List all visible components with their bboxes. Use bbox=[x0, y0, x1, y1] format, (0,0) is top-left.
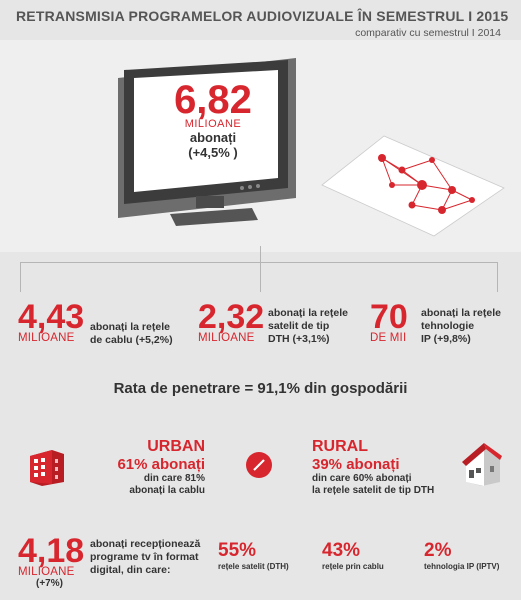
stat-number: 4,43 bbox=[18, 298, 85, 336]
stat-unit: MILIOANE bbox=[18, 332, 75, 344]
network-map-icon bbox=[321, 135, 505, 237]
digital-desc-line: programe tv în format bbox=[90, 551, 199, 563]
stat-desc-line: de cablu (+5,2%) bbox=[90, 334, 173, 346]
apartment-building-icon bbox=[30, 450, 64, 486]
stat-desc-line: abonați la rețele bbox=[268, 307, 348, 319]
digital-desc: abonați recepționează programe tv în for… bbox=[90, 538, 200, 577]
rural-block: RURAL 39% abonați din care 60% abonați l… bbox=[312, 438, 434, 497]
tv-icon bbox=[118, 58, 296, 226]
stat-desc-line: satelit de tip bbox=[268, 320, 330, 332]
stat-cable: 4,43 MILIOANE bbox=[18, 298, 85, 344]
stat-number: 70 bbox=[370, 298, 408, 336]
tv-line1: abonați bbox=[189, 130, 237, 145]
digital-item-percent: 55% bbox=[218, 540, 257, 561]
digital-item-percent: 43% bbox=[322, 540, 361, 561]
digital-number-block: 4,18 MILIOANE (+7%) bbox=[18, 532, 85, 589]
stat-dth: 2,32 MILIOANE bbox=[198, 298, 265, 344]
stat-unit: MILIOANE bbox=[198, 332, 255, 344]
digital-item-percent: 2% bbox=[424, 540, 452, 561]
digital-item-label: rețele prin cablu bbox=[322, 562, 384, 571]
rural-desc-line: din care 60% abonați bbox=[312, 473, 412, 484]
stat-ip: 70 DE MII bbox=[370, 298, 408, 344]
stat-desc: abonați la rețele de cablu (+5,2%) bbox=[90, 321, 173, 347]
stat-desc-line: IP (+9,8%) bbox=[421, 333, 471, 345]
stat-desc: abonați la rețele satelit de tip DTH (+3… bbox=[268, 307, 348, 346]
bracket-left bbox=[20, 262, 21, 292]
digital-change: (+7%) bbox=[36, 578, 63, 589]
house-icon bbox=[462, 443, 502, 486]
urban-desc-line: din care 81% bbox=[143, 473, 205, 484]
digital-number: 4,18 bbox=[18, 532, 85, 570]
digital-item-cable: 43% rețele prin cablu bbox=[322, 540, 384, 571]
stat-unit: DE MII bbox=[370, 332, 407, 344]
bracket-right bbox=[497, 262, 498, 292]
rural-percent: 39% abonați bbox=[312, 456, 400, 473]
urban-percent: 61% abonați bbox=[117, 456, 205, 473]
digital-item-label: tehnologia IP (IPTV) bbox=[424, 562, 500, 571]
tv-unit: MILIOANE bbox=[184, 118, 242, 130]
tv-number: 6,82 bbox=[174, 78, 252, 122]
rural-title: RURAL bbox=[312, 438, 368, 455]
urban-block: URBAN 61% abonați din care 81% abonați l… bbox=[90, 438, 205, 497]
tv-line2: (+4,5% ) bbox=[188, 145, 238, 160]
stat-desc-line: tehnologie bbox=[421, 320, 475, 332]
slash-icon bbox=[246, 452, 272, 478]
page-subtitle: comparativ cu semestrul I 2014 bbox=[355, 27, 501, 39]
stat-number: 2,32 bbox=[198, 298, 265, 336]
rural-desc-line: la rețele satelit de tip DTH bbox=[312, 485, 435, 496]
digital-desc-line: digital, din care: bbox=[90, 564, 171, 576]
digital-desc-line: abonați recepționează bbox=[90, 538, 201, 550]
penetration-rate: Rata de penetrare = 91,1% din gospodării bbox=[113, 380, 408, 397]
urban-desc-line: abonați la cablu bbox=[129, 485, 205, 496]
stat-desc-line: abonați la rețele bbox=[421, 307, 501, 319]
tv-screen-text: 6,82 MILIOANE abonați (+4,5% ) bbox=[148, 78, 278, 160]
stat-desc-line: DTH (+3,1%) bbox=[268, 333, 330, 345]
digital-item-dth: 55% rețele satelit (DTH) bbox=[218, 540, 289, 571]
stat-desc-line: abonați la rețele bbox=[90, 321, 170, 333]
page-title: RETRANSMISIA PROGRAMELOR AUDIOVIZUALE ÎN… bbox=[16, 8, 509, 24]
digital-item-ip: 2% tehnologia IP (IPTV) bbox=[424, 540, 499, 571]
digital-item-label: rețele satelit (DTH) bbox=[218, 562, 289, 571]
bracket-line bbox=[20, 262, 498, 263]
urban-title: URBAN bbox=[147, 438, 205, 455]
bracket-center bbox=[260, 246, 261, 292]
stat-desc: abonați la rețele tehnologie IP (+9,8%) bbox=[421, 307, 501, 346]
digital-unit: MILIOANE bbox=[18, 566, 75, 578]
